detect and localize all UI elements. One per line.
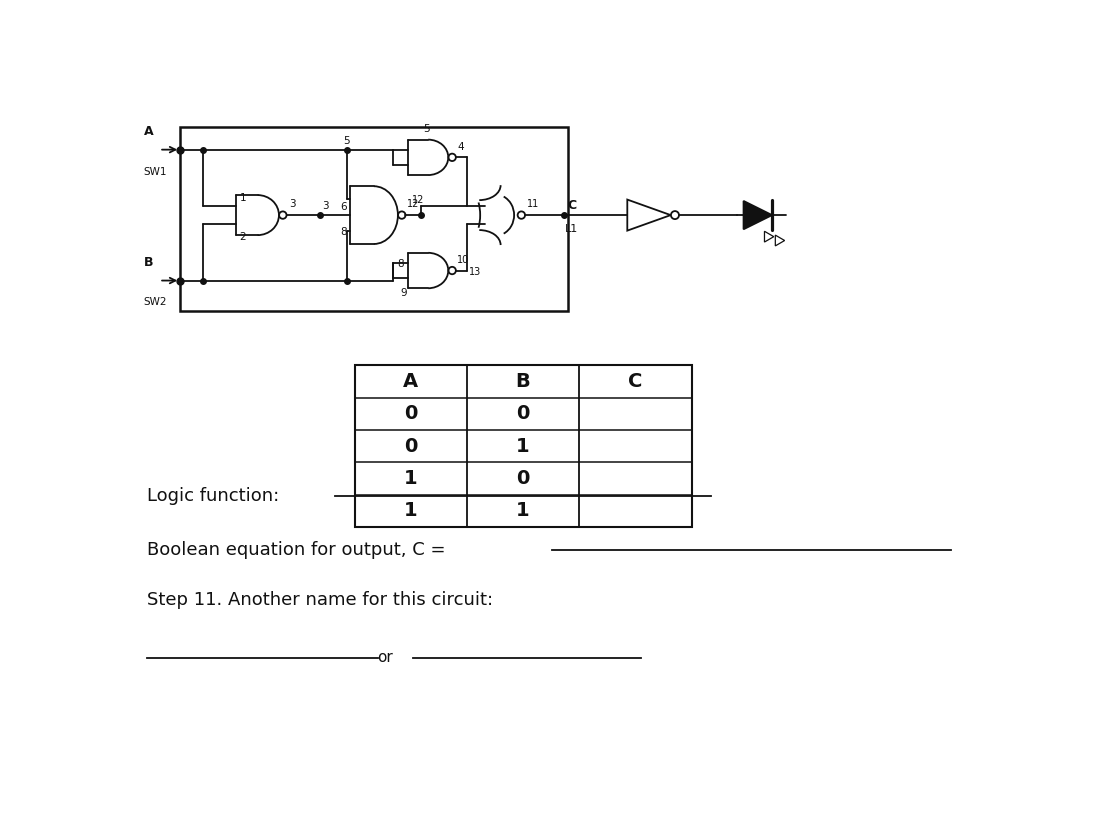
Text: 6: 6	[341, 203, 348, 212]
Text: A: A	[403, 372, 418, 391]
Text: 8: 8	[397, 260, 404, 270]
Text: 0: 0	[404, 404, 417, 423]
Text: or: or	[377, 651, 394, 666]
Text: 0: 0	[516, 404, 530, 423]
Text: 4: 4	[458, 142, 464, 152]
Text: Step 11. Another name for this circuit:: Step 11. Another name for this circuit:	[146, 591, 493, 609]
Text: 5: 5	[424, 124, 430, 134]
Text: 0: 0	[516, 469, 530, 488]
Text: A: A	[144, 125, 153, 138]
Text: 8: 8	[341, 227, 348, 237]
Text: 9: 9	[400, 288, 407, 298]
Text: 5: 5	[343, 136, 350, 146]
Text: 1: 1	[240, 193, 246, 203]
Text: 13: 13	[469, 267, 482, 277]
Text: B: B	[144, 256, 153, 269]
Text: 12: 12	[411, 194, 425, 205]
Text: L1: L1	[565, 224, 579, 234]
Text: 10: 10	[458, 255, 470, 265]
Text: Boolean equation for output, C =: Boolean equation for output, C =	[146, 541, 446, 559]
Text: 12: 12	[407, 199, 419, 209]
Text: 1: 1	[404, 501, 418, 520]
Bar	[354, 365, 692, 527]
Text: SW1: SW1	[144, 167, 167, 177]
Text: 3: 3	[322, 201, 329, 211]
Text: 0: 0	[404, 437, 417, 456]
Polygon shape	[744, 201, 772, 229]
Text: SW2: SW2	[144, 297, 167, 307]
Text: 1: 1	[516, 501, 530, 520]
Bar	[180, 126, 568, 311]
Text: 11: 11	[527, 199, 540, 209]
Text: 2: 2	[240, 232, 246, 242]
Text: 1: 1	[516, 437, 530, 456]
Text: Logic function:: Logic function:	[146, 487, 279, 505]
Text: B: B	[516, 372, 530, 391]
Text: C: C	[568, 199, 576, 212]
Text: C: C	[628, 372, 642, 391]
Text: 3: 3	[289, 199, 296, 209]
Text: 1: 1	[404, 469, 418, 488]
